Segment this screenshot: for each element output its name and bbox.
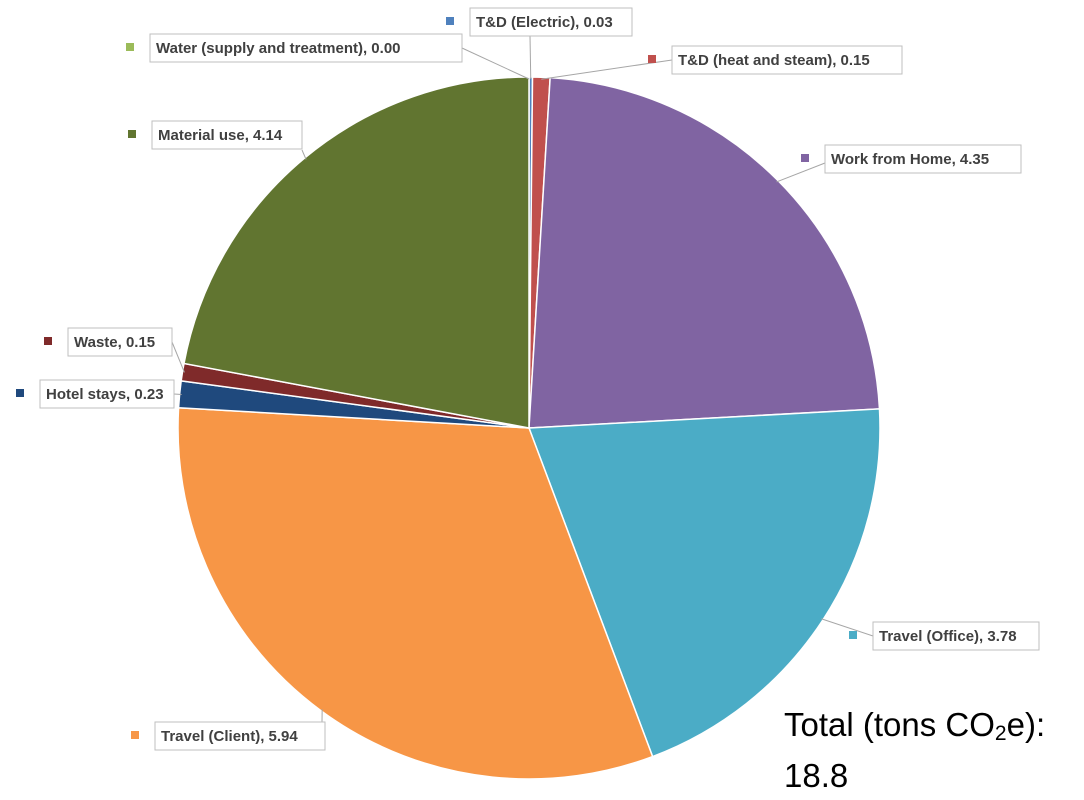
total-caption-suffix: e): xyxy=(1006,706,1046,743)
legend-key-travel-office xyxy=(849,631,857,639)
data-label-box-tandd-heat-and-steam xyxy=(671,45,903,75)
data-label-box-material-use xyxy=(151,120,303,150)
legend-key-tandd-heat-and-steam xyxy=(648,55,656,63)
leader-line-travel-office xyxy=(821,618,874,637)
data-label-text-work-from-home: Work from Home, 4.35 xyxy=(831,151,989,168)
legend-key-water-supply-and-treatment xyxy=(126,43,134,51)
legend-key-tandd-electric xyxy=(446,17,454,25)
leader-line-tandd-heat-and-steam xyxy=(541,59,673,80)
pie-slice-travel-client xyxy=(177,406,654,780)
total-caption-subscript: 2 xyxy=(994,722,1007,745)
leader-line-waste xyxy=(171,341,185,373)
leader-line-material-use xyxy=(301,149,307,160)
pie-slice-material-use xyxy=(183,76,530,429)
data-label-text-hotel-stays: Hotel stays, 0.23 xyxy=(46,386,164,403)
data-label-box-travel-office xyxy=(872,621,1040,651)
data-label-travel-client: Travel (Client), 5.94 xyxy=(131,721,326,751)
data-label-box-hotel-stays xyxy=(39,379,175,409)
data-label-text-material-use: Material use, 4.14 xyxy=(158,127,283,144)
data-label-tandd-electric: T&D (Electric), 0.03 xyxy=(446,7,633,37)
pie-slice-work-from-home xyxy=(528,76,881,429)
leader-line-water-supply-and-treatment xyxy=(461,47,530,80)
data-label-text-tandd-electric: T&D (Electric), 0.03 xyxy=(476,14,613,31)
data-label-waste: Waste, 0.15 xyxy=(44,327,173,357)
data-label-hotel-stays: Hotel stays, 0.23 xyxy=(16,379,175,409)
data-label-box-work-from-home xyxy=(824,144,1022,174)
data-label-text-tandd-heat-and-steam: T&D (heat and steam), 0.15 xyxy=(678,52,870,69)
total-value: 18.8 xyxy=(784,757,849,794)
data-label-material-use: Material use, 4.14 xyxy=(128,120,303,150)
data-label-travel-office: Travel (Office), 3.78 xyxy=(849,621,1040,651)
legend-key-hotel-stays xyxy=(16,389,24,397)
data-label-box-tandd-electric xyxy=(469,7,633,37)
leader-line-tandd-electric xyxy=(529,35,532,80)
total-annotation: Total (tons CO2e): 18.8 xyxy=(784,702,1074,799)
legend-key-work-from-home xyxy=(801,154,809,162)
data-label-work-from-home: Work from Home, 4.35 xyxy=(801,144,1022,174)
data-label-text-water-supply-and-treatment: Water (supply and treatment), 0.00 xyxy=(156,40,401,57)
legend-key-material-use xyxy=(128,130,136,138)
data-label-water-supply-and-treatment: Water (supply and treatment), 0.00 xyxy=(126,33,463,63)
total-caption-prefix: Total (tons CO xyxy=(784,706,995,743)
data-label-text-travel-office: Travel (Office), 3.78 xyxy=(879,628,1017,645)
leader-line-work-from-home xyxy=(776,162,826,183)
data-label-text-waste: Waste, 0.15 xyxy=(74,334,155,351)
legend-key-waste xyxy=(44,337,52,345)
data-label-box-waste xyxy=(67,327,173,357)
data-label-tandd-heat-and-steam: T&D (heat and steam), 0.15 xyxy=(648,45,903,75)
total-caption: Total (tons CO2e): xyxy=(784,702,1074,753)
data-label-box-travel-client xyxy=(154,721,326,751)
data-label-text-travel-client: Travel (Client), 5.94 xyxy=(161,728,298,745)
legend-key-travel-client xyxy=(131,731,139,739)
data-label-box-water-supply-and-treatment xyxy=(149,33,463,63)
